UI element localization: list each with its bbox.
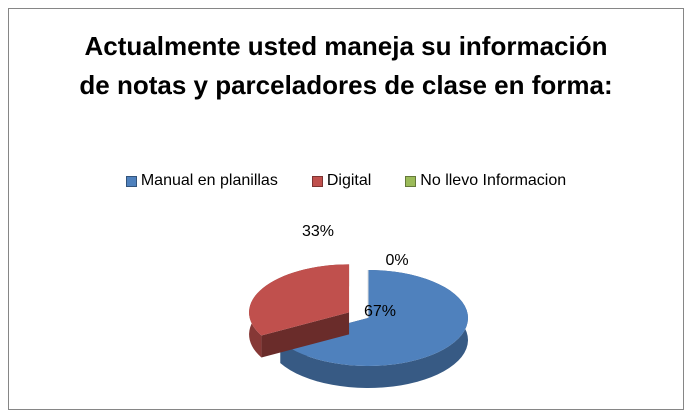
legend-item: Manual en planillas [125,172,278,190]
pie-slice [249,264,350,358]
slice-wall [261,312,350,358]
legend-swatch [405,175,417,187]
legend-label: Manual en planillas [140,172,278,189]
data-label: 0% [385,252,408,269]
legend-swatch [311,175,323,187]
data-label: 33% [302,223,334,240]
data-label: 67% [364,303,396,320]
slice-top [249,264,350,336]
legend-swatch [125,175,137,187]
slice-top [280,270,468,366]
legend-label: Digital [326,172,372,189]
legend-item: Digital [311,172,372,190]
legend-label: No llevo Informacion [420,172,567,189]
legend: Manual en planillas Digital No llevo Infor… [0,172,692,190]
legend-item: No llevo Informacion [405,172,566,190]
chart-title: Actualmente usted maneja su información … [79,31,613,100]
